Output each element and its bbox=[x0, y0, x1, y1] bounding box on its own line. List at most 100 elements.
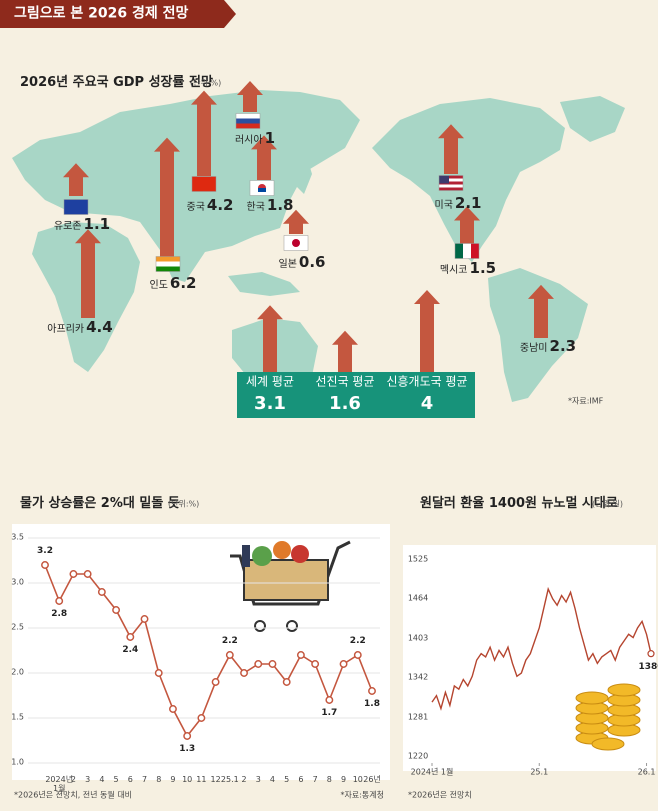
unit-label: (단위:원) bbox=[592, 499, 624, 509]
x-tick-label: 11 bbox=[196, 775, 207, 784]
data-point bbox=[97, 588, 106, 596]
x-tick-label: 8 bbox=[156, 775, 162, 784]
flag-border bbox=[438, 175, 464, 191]
x-tick-label: 10 bbox=[182, 775, 193, 784]
flag-part bbox=[439, 178, 463, 182]
x-tick-label: 7 bbox=[141, 775, 148, 784]
data-label: 2.2 bbox=[221, 636, 238, 647]
country-label: 중남미 2.3 bbox=[520, 338, 576, 355]
note: *2026년은 전망치, 전년 동월 대비 bbox=[14, 790, 133, 800]
data-point bbox=[353, 651, 362, 659]
flag-border bbox=[454, 243, 480, 259]
x-tick-label: 7 bbox=[312, 775, 318, 784]
data-label: 2.4 bbox=[122, 645, 139, 656]
cart-icon bbox=[230, 540, 351, 632]
x-tick-label: 2 bbox=[241, 775, 247, 784]
average-name: 세계 평균 bbox=[246, 374, 294, 389]
flag-part bbox=[156, 261, 180, 267]
x-tick-label: 10 bbox=[352, 775, 363, 784]
flag-icon bbox=[283, 235, 309, 251]
data-point bbox=[282, 678, 291, 686]
y-tick-label: 1403 bbox=[407, 633, 429, 643]
average-name: 선진국 평균 bbox=[315, 374, 375, 389]
flag-part bbox=[439, 187, 463, 191]
growth-value: 2.3 bbox=[549, 336, 577, 355]
data-label: 1.7 bbox=[321, 708, 338, 719]
data-point bbox=[169, 705, 177, 713]
x-tick-label: 12 bbox=[210, 775, 221, 784]
y-tick-label: 1.5 bbox=[11, 712, 24, 722]
flag-icon bbox=[63, 199, 89, 215]
flag-icon bbox=[438, 175, 464, 191]
growth-value: 1.5 bbox=[469, 258, 497, 277]
data-point bbox=[254, 660, 263, 668]
flag-border bbox=[249, 180, 275, 196]
country-label: 한국 1.8 bbox=[247, 197, 294, 214]
banner-title: 그림으로 본 2026 경제 전망 bbox=[14, 5, 189, 22]
x-tick-label: 4 bbox=[269, 775, 276, 784]
coins-icon bbox=[575, 683, 641, 751]
x-tick-label: 6 bbox=[127, 775, 133, 784]
country-name: 아프리카 bbox=[47, 323, 85, 335]
average-name: 신흥개도국 평균 bbox=[386, 374, 468, 389]
data-point bbox=[368, 687, 376, 695]
country-name: 중국 bbox=[186, 201, 205, 213]
flag-part bbox=[236, 118, 260, 124]
x-tick-label: 5 bbox=[284, 775, 290, 784]
flag-border bbox=[235, 113, 261, 129]
average-value: 1.6 bbox=[329, 393, 361, 415]
growth-value: 1.1 bbox=[83, 214, 111, 233]
country-label: 멕시코 1.5 bbox=[440, 260, 496, 277]
data-line bbox=[431, 586, 652, 711]
y-tick-label: 1464 bbox=[407, 593, 429, 603]
flag-part bbox=[463, 243, 471, 259]
flag-icon bbox=[191, 176, 217, 192]
growth-arrow bbox=[257, 305, 283, 372]
growth-value: 2.1 bbox=[454, 193, 482, 212]
data-label: 1.8 bbox=[364, 699, 380, 710]
x-tick-label: 3 bbox=[255, 775, 261, 784]
data-point bbox=[647, 650, 655, 658]
data-point bbox=[41, 561, 49, 569]
note: *2026년은 전망치 bbox=[408, 790, 472, 800]
x-tick-label: 8 bbox=[326, 775, 332, 784]
x-tick-label: 26년 bbox=[363, 775, 381, 784]
average-value: 3.1 bbox=[254, 393, 286, 415]
country-name: 멕시코 bbox=[439, 264, 468, 276]
growth-arrow bbox=[414, 290, 440, 372]
y-tick-label: 3.0 bbox=[11, 577, 24, 587]
growth-value: 0.6 bbox=[298, 252, 326, 271]
flag-part bbox=[455, 243, 463, 259]
country-label: 인도 6.2 bbox=[150, 275, 197, 292]
y-tick-label: 2.5 bbox=[11, 622, 24, 632]
flag-icon bbox=[249, 180, 275, 196]
x-tick-label: 9 bbox=[341, 775, 347, 784]
country-label: 러시아 1 bbox=[235, 130, 275, 147]
flag-part bbox=[64, 199, 88, 215]
growth-value: 6.2 bbox=[169, 273, 197, 292]
growth-arrow bbox=[528, 284, 554, 338]
x-tick-label: 9 bbox=[170, 775, 176, 784]
data-label: 1380 bbox=[638, 661, 658, 672]
y-tick-label: 2.0 bbox=[11, 667, 24, 677]
growth-value: 1 bbox=[264, 128, 276, 147]
data-point bbox=[140, 615, 149, 623]
growth-value: 4.2 bbox=[206, 195, 234, 214]
section-title: 물가 상승률은 2%대 밑돌 듯 bbox=[20, 495, 180, 511]
growth-arrow bbox=[191, 90, 217, 176]
data-point bbox=[55, 597, 64, 605]
growth-arrow bbox=[63, 163, 89, 196]
data-point bbox=[197, 714, 206, 722]
country-name: 인도 bbox=[149, 279, 168, 291]
country-name: 미국 bbox=[434, 199, 453, 211]
country-name: 한국 bbox=[246, 201, 265, 213]
section-title: 2026년 주요국 GDP 성장률 전망 bbox=[20, 74, 213, 90]
growth-arrow bbox=[332, 330, 358, 372]
source-note: *자료:IMF bbox=[568, 396, 604, 406]
y-tick-label: 1281 bbox=[407, 712, 429, 722]
growth-arrow bbox=[454, 206, 480, 246]
data-point bbox=[339, 660, 348, 668]
data-point bbox=[325, 696, 334, 704]
world-map bbox=[12, 90, 625, 402]
flag-part bbox=[439, 184, 463, 188]
